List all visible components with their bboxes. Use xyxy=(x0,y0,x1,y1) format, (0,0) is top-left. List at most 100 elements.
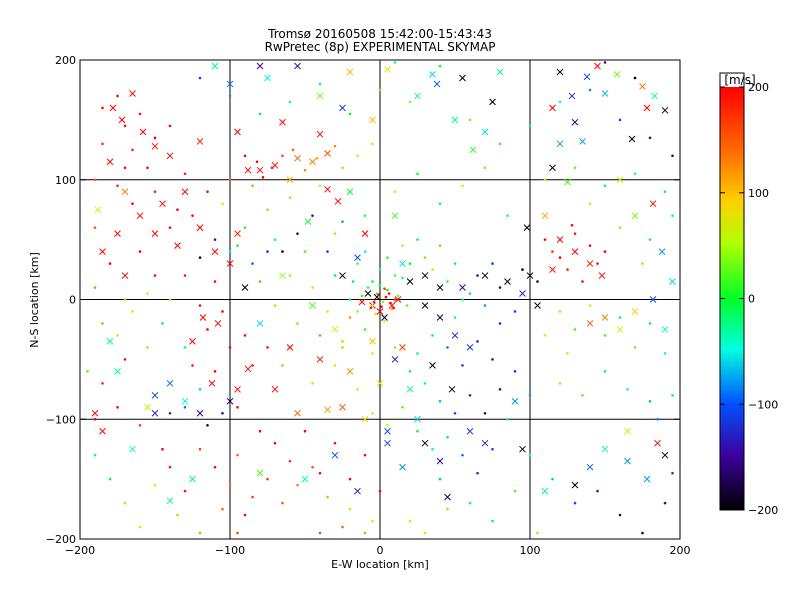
data-point-x xyxy=(534,302,541,309)
data-point-dot xyxy=(396,294,400,298)
data-point-dot xyxy=(198,256,202,259)
data-point-x xyxy=(234,385,241,393)
data-point-x xyxy=(376,379,384,387)
data-point-dot xyxy=(380,305,383,308)
data-point-x xyxy=(256,166,264,174)
data-point-x xyxy=(444,493,451,501)
data-point-dot xyxy=(251,364,254,367)
data-point-x xyxy=(114,230,121,237)
data-point-dot xyxy=(303,429,307,433)
data-point-x xyxy=(196,138,204,145)
data-point-dot xyxy=(228,346,232,349)
data-point-dot xyxy=(393,61,397,64)
data-point-x xyxy=(244,166,252,174)
data-point-x xyxy=(489,98,496,106)
data-point-x xyxy=(571,118,579,126)
data-point-x xyxy=(166,497,174,505)
data-point-dot xyxy=(498,286,502,289)
data-point-dot xyxy=(191,214,194,217)
data-point-dot xyxy=(101,142,104,146)
data-point-dot xyxy=(641,262,644,265)
data-point-x xyxy=(571,481,579,489)
data-point-x xyxy=(181,397,189,405)
data-point-dot xyxy=(663,501,667,505)
data-point-dot xyxy=(573,501,577,505)
data-point-x xyxy=(151,142,159,150)
data-point-dot xyxy=(146,292,149,295)
data-point-dot xyxy=(303,168,307,172)
data-point-dot xyxy=(318,334,322,337)
colorbar-tick-label: 200 xyxy=(748,81,769,94)
data-point-dot xyxy=(93,286,97,289)
data-point-dot xyxy=(543,334,547,337)
data-point-x xyxy=(579,138,586,145)
data-point-dot xyxy=(468,292,472,295)
data-point-x xyxy=(586,260,594,267)
data-point-dot xyxy=(633,172,637,176)
data-point-dot xyxy=(351,280,355,283)
data-point-x xyxy=(189,338,196,345)
data-point-dot xyxy=(168,124,172,128)
data-point-dot xyxy=(408,519,412,523)
data-point-dot xyxy=(333,274,337,277)
data-point-dot xyxy=(261,176,265,179)
data-point-x xyxy=(433,80,441,88)
data-point-x xyxy=(598,272,606,279)
data-point-dot xyxy=(498,142,502,146)
data-point-x xyxy=(669,278,676,285)
data-point-x xyxy=(256,62,264,70)
data-point-dot xyxy=(266,208,269,211)
data-point-x xyxy=(624,457,631,465)
y-tick-label: −200 xyxy=(46,533,76,546)
data-point-dot xyxy=(161,322,164,325)
data-point-dot xyxy=(363,214,367,217)
data-point-dot xyxy=(341,525,344,529)
data-point-dot xyxy=(648,136,652,140)
data-point-dot xyxy=(131,148,134,152)
data-point-dot xyxy=(213,238,217,241)
data-point-x xyxy=(399,463,406,471)
data-point-dot xyxy=(101,106,104,110)
data-point-dot xyxy=(326,495,329,499)
data-point-x xyxy=(211,62,219,70)
data-point-x xyxy=(651,92,658,100)
data-point-dot xyxy=(648,322,652,325)
data-point-x xyxy=(421,272,429,279)
data-point-dot xyxy=(318,82,322,86)
data-point-dot xyxy=(273,304,277,307)
data-point-dot xyxy=(618,118,622,122)
colorbar-tick-label: 100 xyxy=(748,187,769,200)
data-point-dot xyxy=(311,214,314,217)
data-point-x xyxy=(151,391,159,399)
data-point-x xyxy=(234,128,241,136)
data-point-dot xyxy=(123,358,127,361)
data-point-dot xyxy=(266,477,269,481)
data-point-dot xyxy=(438,202,442,205)
data-point-dot xyxy=(483,411,487,415)
data-point-dot xyxy=(528,394,532,397)
data-point-dot xyxy=(213,370,217,373)
data-point-dot xyxy=(483,166,487,170)
data-point-dot xyxy=(374,312,377,316)
data-point-x xyxy=(346,68,354,76)
data-point-dot xyxy=(392,306,395,310)
data-point-dot xyxy=(356,262,359,265)
data-point-x xyxy=(256,320,264,327)
data-point-dot xyxy=(101,322,104,325)
data-point-x xyxy=(301,475,309,483)
data-point-dot xyxy=(228,483,232,487)
data-point-dot xyxy=(513,489,517,493)
data-point-x xyxy=(549,164,556,172)
data-point-x xyxy=(369,338,376,345)
data-point-x xyxy=(129,90,136,97)
data-point-dot xyxy=(446,435,449,439)
data-point-dot xyxy=(363,328,367,331)
data-point-dot xyxy=(341,220,344,223)
data-point-x xyxy=(118,116,126,124)
data-point-dot xyxy=(348,477,352,481)
data-point-dot xyxy=(281,250,284,253)
data-point-dot xyxy=(161,447,164,451)
chart-title: Tromsø 20160508 15:42:00-15:43:43 xyxy=(267,27,492,41)
data-point-dot xyxy=(318,531,322,535)
data-point-dot xyxy=(416,429,419,433)
